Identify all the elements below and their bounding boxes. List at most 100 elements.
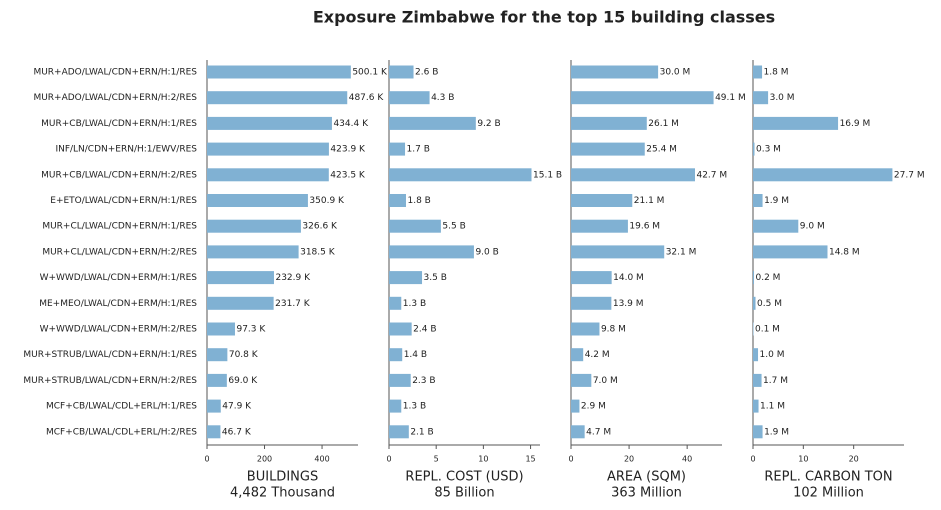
total-label: 102 Million <box>793 486 864 501</box>
bar <box>753 373 762 387</box>
value-label: 1.0 M <box>760 350 785 360</box>
value-label: 1.3 B <box>403 299 426 309</box>
total-label: 4,482 Thousand <box>230 486 335 501</box>
bar <box>389 271 423 285</box>
value-label: 19.6 M <box>629 222 660 232</box>
bar <box>207 194 308 207</box>
value-label: 0.2 M <box>756 273 781 283</box>
category-label: E+ETO/LWAL/CDN+ERN/H:1/RES <box>50 196 197 206</box>
value-label: 1.9 M <box>764 427 789 437</box>
value-label: 2.1 B <box>410 427 433 437</box>
x-axis-label: AREA (SQM) <box>607 470 686 485</box>
bar <box>753 65 763 79</box>
value-label: 1.7 B <box>407 145 430 155</box>
value-label: 9.0 B <box>475 247 498 257</box>
value-label: 14.8 M <box>829 247 860 257</box>
x-tick-label: 0 <box>750 455 755 464</box>
value-label: 487.6 K <box>349 93 385 103</box>
bar <box>207 373 227 387</box>
category-label: MUR+ADO/LWAL/CDN+ERN/H:1/RES <box>33 68 197 78</box>
category-label: INF/LN/CDN+ERN/H:1/EWV/RES <box>55 145 197 155</box>
value-label: 1.9 M <box>764 196 789 206</box>
value-label: 5.5 B <box>442 222 465 232</box>
value-label: 26.1 M <box>648 119 679 129</box>
value-label: 16.9 M <box>840 119 871 129</box>
x-tick-label: 200 <box>257 455 272 464</box>
category-label: MUR+CL/LWAL/CDN+ERN/H:2/RES <box>42 247 197 257</box>
bar <box>571 65 659 79</box>
category-label: MUR+CB/LWAL/CDN+ERN/H:1/RES <box>41 119 197 129</box>
bar <box>389 116 476 130</box>
value-label: 9.2 B <box>477 119 500 129</box>
bar <box>571 373 592 387</box>
category-label: W+WWD/LWAL/CDN+ERM/H:2/RES <box>40 325 198 335</box>
bar <box>389 322 412 336</box>
bar <box>571 194 633 207</box>
value-label: 25.4 M <box>646 145 677 155</box>
value-label: 2.3 B <box>412 376 435 386</box>
value-label: 4.3 B <box>431 93 454 103</box>
bar <box>207 116 332 130</box>
bar <box>753 194 763 207</box>
value-label: 30.0 M <box>660 68 691 78</box>
value-label: 434.4 K <box>333 119 369 129</box>
value-label: 3.0 M <box>770 93 795 103</box>
value-label: 231.7 K <box>275 299 311 309</box>
bar <box>389 219 441 233</box>
bar <box>207 168 329 182</box>
value-label: 1.4 B <box>404 350 427 360</box>
category-label: MUR+STRUB/LWAL/CDN+ERN/H:1/RES <box>23 350 197 360</box>
category-label: MUR+STRUB/LWAL/CDN+ERN/H:2/RES <box>23 376 197 386</box>
value-label: 1.8 M <box>764 68 789 78</box>
bar <box>753 142 755 156</box>
value-label: 1.8 B <box>407 196 430 206</box>
bar <box>753 322 754 336</box>
category-label: MCF+CB/LWAL/CDL+ERL/H:2/RES <box>46 427 197 437</box>
value-label: 4.2 M <box>585 350 610 360</box>
bar <box>571 219 628 233</box>
x-tick-label: 0 <box>568 455 573 464</box>
bar <box>571 168 695 182</box>
value-label: 326.6 K <box>302 222 338 232</box>
bar <box>753 399 759 413</box>
value-label: 9.0 M <box>800 222 825 232</box>
bar <box>389 425 409 439</box>
bar <box>389 142 406 156</box>
bar <box>571 116 647 130</box>
value-label: 423.9 K <box>330 145 366 155</box>
value-label: 1.1 M <box>760 402 785 412</box>
total-label: 85 Billion <box>434 486 494 501</box>
value-label: 0.1 M <box>755 325 780 335</box>
bar <box>389 296 402 310</box>
bar <box>207 348 228 362</box>
bar <box>571 245 665 259</box>
bar <box>389 373 411 387</box>
bar <box>753 348 759 362</box>
total-label: 363 Million <box>611 486 682 501</box>
bar <box>571 425 585 439</box>
category-label: ME+MEO/LWAL/CDN+ERM/H:1/RES <box>39 299 197 309</box>
value-label: 350.9 K <box>309 196 345 206</box>
x-tick-label: 10 <box>478 455 488 464</box>
value-label: 2.4 B <box>413 325 436 335</box>
x-tick-label: 5 <box>434 455 439 464</box>
value-label: 15.1 B <box>533 170 562 180</box>
value-label: 14.0 M <box>613 273 644 283</box>
bar <box>389 65 414 79</box>
bar <box>207 142 329 156</box>
value-label: 46.7 K <box>222 427 252 437</box>
bar <box>753 245 828 259</box>
bar <box>207 296 274 310</box>
value-label: 4.7 M <box>586 427 611 437</box>
bar <box>207 399 221 413</box>
value-label: 13.9 M <box>613 299 644 309</box>
category-label: MUR+CB/LWAL/CDN+ERN/H:2/RES <box>41 170 197 180</box>
value-label: 9.8 M <box>601 325 626 335</box>
value-label: 47.9 K <box>222 402 252 412</box>
x-axis-label: REPL. CARBON TON <box>764 470 892 485</box>
value-label: 500.1 K <box>352 68 388 78</box>
bar <box>753 271 755 285</box>
x-tick-label: 0 <box>386 455 391 464</box>
category-label: W+WWD/LWAL/CDN+ERM/H:1/RES <box>40 273 198 283</box>
value-label: 27.7 M <box>894 170 925 180</box>
